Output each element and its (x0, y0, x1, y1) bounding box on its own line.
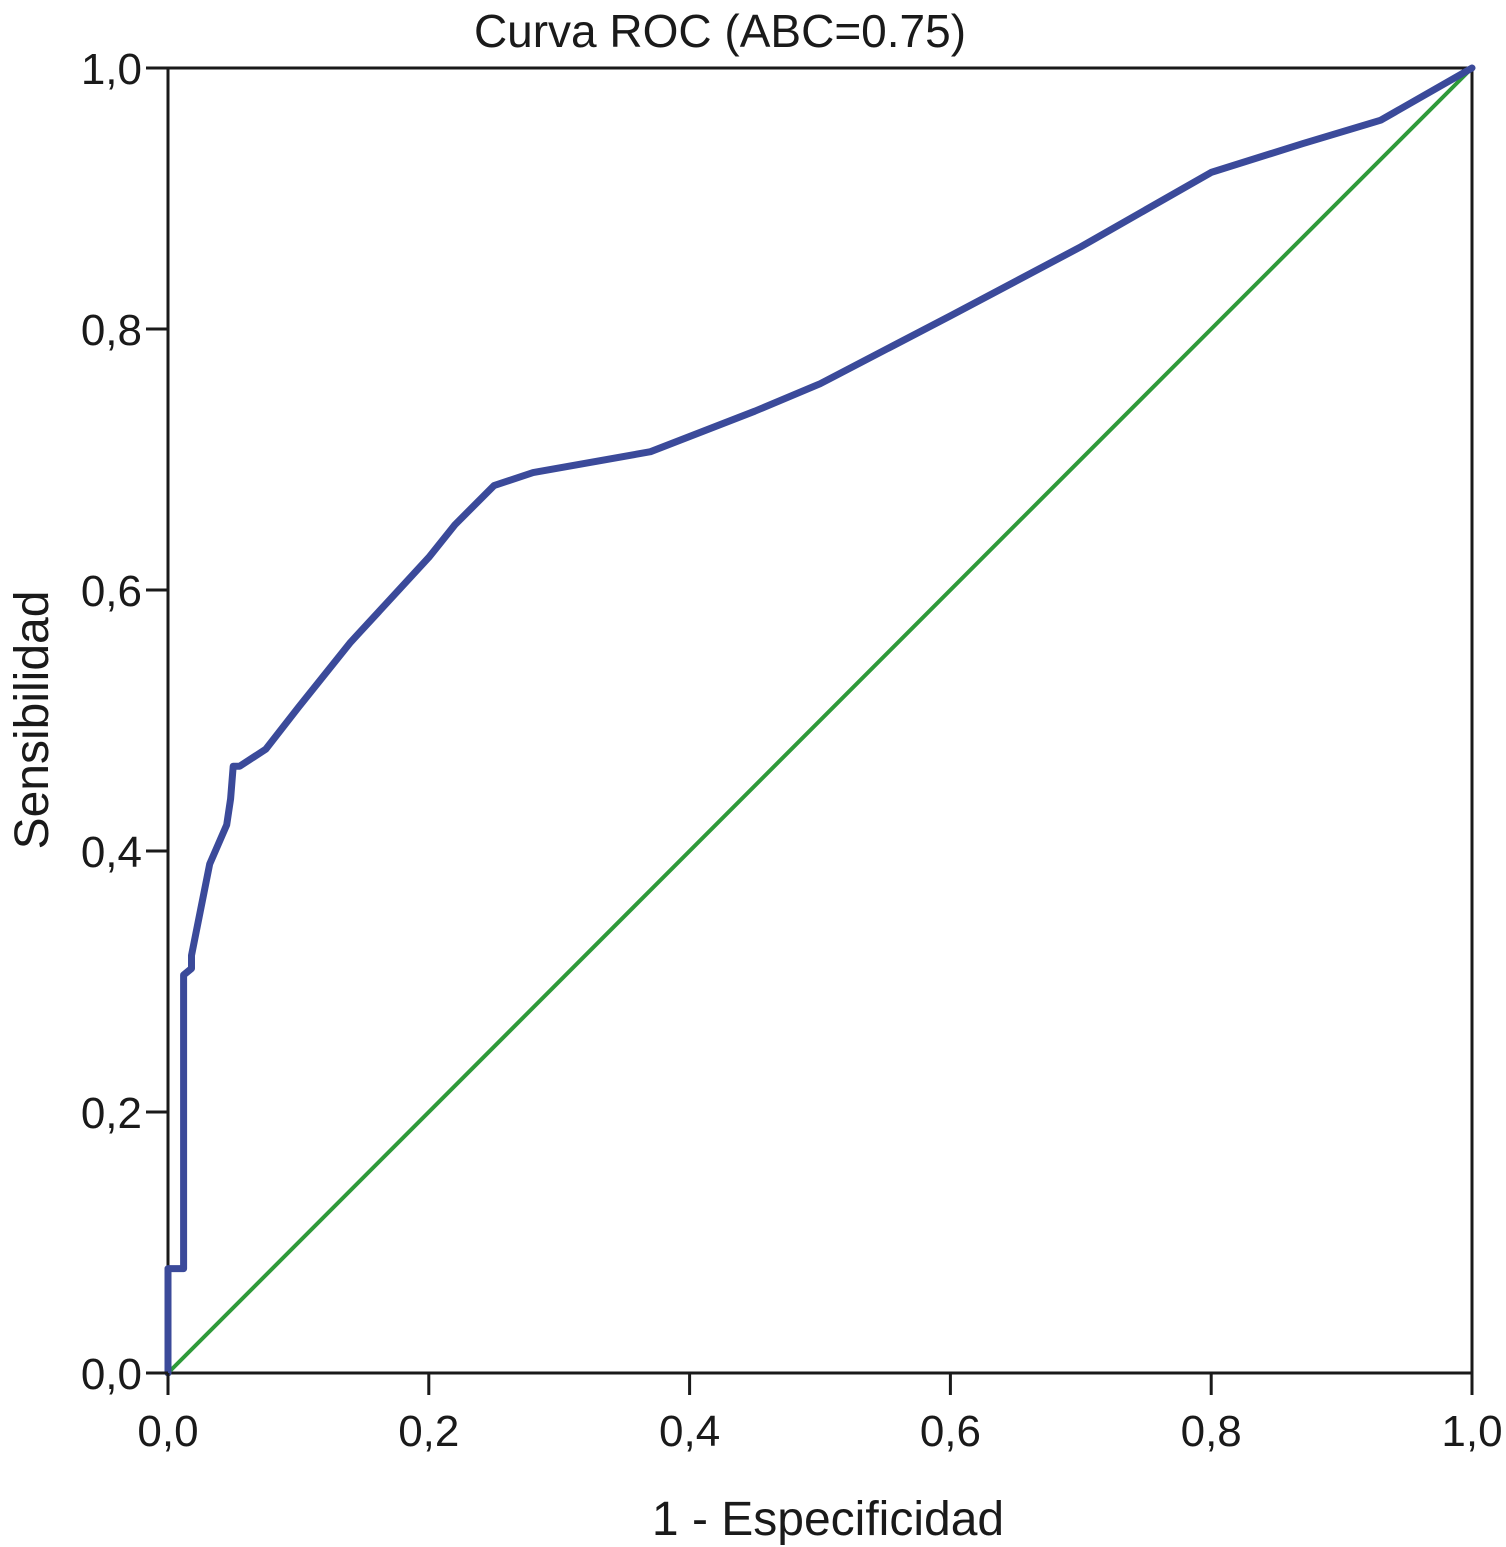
x-tick-label: 0,0 (137, 1407, 198, 1456)
plot-area (164, 64, 1476, 1377)
chart-title: Curva ROC (ABC=0.75) (474, 5, 966, 57)
plot-frame (166, 66, 1474, 1375)
y-axis-title: Sensibilidad (6, 591, 59, 850)
x-tick-label: 0,4 (659, 1407, 720, 1456)
y-tick-label: 0,8 (81, 306, 142, 355)
x-tick-label: 0,8 (1181, 1407, 1242, 1456)
x-tick-label: 0,2 (398, 1407, 459, 1456)
y-tick-label: 0,4 (81, 828, 142, 877)
y-tick-label: 0,2 (81, 1089, 142, 1138)
series-line-1 (164, 64, 1476, 1377)
y-tick-label: 0,6 (81, 567, 142, 616)
axis-ticks: 0,0 0,2 0,4 0,6 0,8 1,0 0,0 0,2 0,4 0,6 0,8 1,0 (81, 45, 1503, 1456)
x-axis-title: 1 - Especificidad (652, 1493, 1004, 1546)
x-tick-label: 0,6 (920, 1407, 981, 1456)
x-tick-label: 1,0 (1441, 1407, 1502, 1456)
y-tick-label: 0,0 (81, 1350, 142, 1399)
series-line-2 (166, 66, 1474, 1375)
y-tick-label: 1,0 (81, 45, 142, 94)
